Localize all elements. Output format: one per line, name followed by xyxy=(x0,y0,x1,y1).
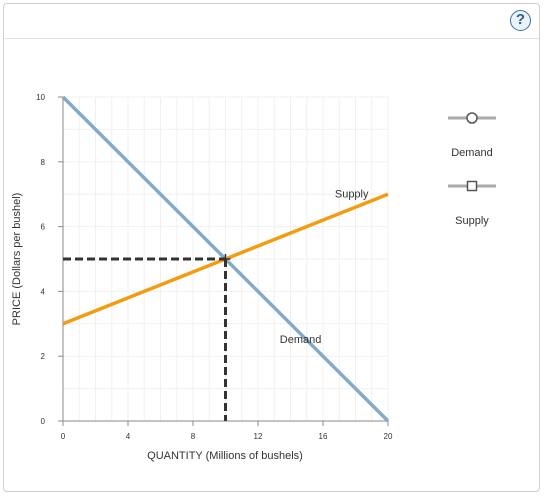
toolbar: ? xyxy=(4,4,539,39)
legend: Demand Supply xyxy=(448,112,496,227)
legend-label-supply: Supply xyxy=(455,215,489,227)
graph-panel: ? xyxy=(3,3,540,492)
series xyxy=(61,95,390,423)
legend-label-demand: Demand xyxy=(451,147,493,159)
legend-marker-square-icon xyxy=(466,180,478,192)
y-axis-label: PRICE (Dollars per bushel) xyxy=(11,193,23,326)
x-tick-label: 4 xyxy=(126,432,131,441)
axes: 0 4 8 12 16 20 0 2 4 6 8 10 xyxy=(36,93,393,441)
annotation-supply: Supply xyxy=(335,188,369,200)
legend-marker-circle-icon xyxy=(466,112,478,124)
x-tick-label: 20 xyxy=(384,432,393,441)
annotation-demand: Demand xyxy=(280,334,322,346)
y-tick-label: 8 xyxy=(41,158,46,167)
annotations: Supply Demand xyxy=(280,188,369,346)
y-tick-label: 4 xyxy=(41,287,46,296)
x-tick-label: 12 xyxy=(254,432,263,441)
x-tick-label: 8 xyxy=(191,432,196,441)
help-icon[interactable]: ? xyxy=(510,10,531,31)
y-tick-label: 0 xyxy=(41,417,46,426)
y-tick-label: 10 xyxy=(36,93,45,102)
y-tick-label: 6 xyxy=(41,223,46,232)
y-tick-label: 2 xyxy=(41,352,46,361)
x-tick-label: 16 xyxy=(319,432,328,441)
x-tick-label: 0 xyxy=(61,432,66,441)
x-axis-label: QUANTITY (Millions of bushels) xyxy=(147,450,303,462)
